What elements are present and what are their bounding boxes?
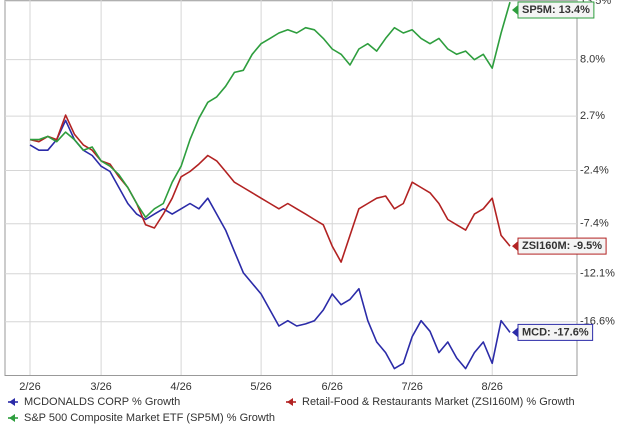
labels: 13.5%8.0%2.7%-2.4%-7.4%-12.1%-16.6%2/26 3…: [8, 0, 615, 424]
series-line: [29, 114, 511, 263]
legend-label: Retail-Food & Restaurants Market (ZSI160…: [302, 396, 575, 408]
end-label-text: MCD: -17.6%: [522, 326, 589, 338]
legend-marker: [9, 414, 15, 422]
series-line: [29, 119, 511, 370]
y-tick-label: -2.4%: [580, 164, 609, 176]
x-tick-label: 7/26: [402, 381, 423, 393]
lines: [29, 1, 511, 370]
y-tick-label: 13.5%: [580, 0, 611, 7]
x-tick-label: 5/26: [250, 381, 271, 393]
end-label-arrow: [512, 241, 518, 252]
y-tick-label: -12.1%: [580, 268, 615, 280]
end-label-arrow: [512, 5, 518, 15]
legend-marker: [9, 398, 15, 406]
x-tick-label: 6/26: [322, 381, 343, 393]
x-tick-label: 3/26: [90, 381, 111, 393]
end-label-arrow: [512, 327, 518, 338]
legend-label: S&P 500 Composite Market ETF (SP5M) % Gr…: [24, 412, 275, 424]
x-tick-label: 2/26: [19, 381, 40, 393]
y-tick-label: 2.7%: [580, 110, 605, 122]
series-line: [30, 1, 511, 219]
legend-label: MCDONALDS CORP % Growth: [24, 396, 180, 408]
plot-frame: [4, 0, 578, 376]
y-tick-label: -7.4%: [580, 218, 609, 230]
x-tick-label: 8/26: [482, 381, 503, 393]
end-label: ZSI160M: -9.5%: [512, 237, 607, 255]
x-tick-label: 4/26: [170, 381, 191, 393]
end-label-text: SP5M: 13.4%: [522, 4, 590, 16]
end-label: SP5M: 13.4%: [512, 1, 595, 19]
end-label-text: ZSI160M: -9.5%: [522, 240, 602, 252]
y-tick-label: 8.0%: [580, 54, 605, 66]
end-label: MCD: -17.6%: [512, 323, 594, 341]
legend-marker: [287, 398, 293, 406]
grid: [5, 0, 577, 375]
